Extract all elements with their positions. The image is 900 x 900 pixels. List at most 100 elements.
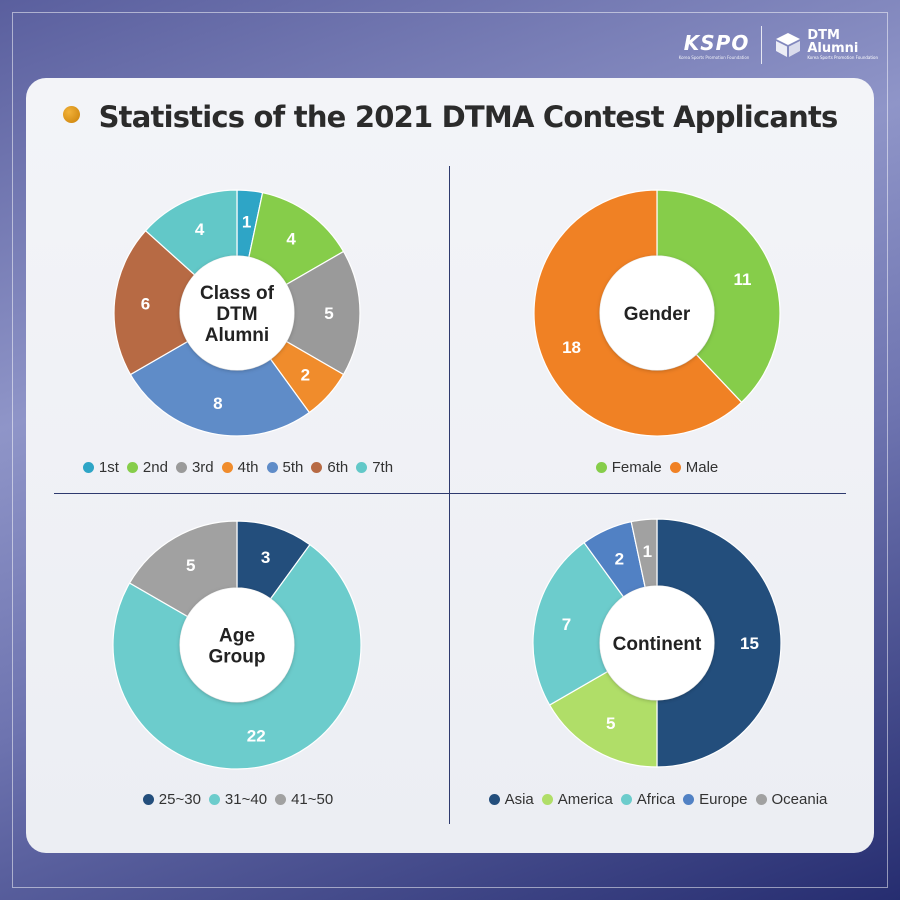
legend-item-6th: 6th	[311, 459, 348, 476]
legend-label: 7th	[372, 459, 394, 476]
legend-swatch	[669, 462, 681, 473]
donut-svg: 11 18 Gender	[533, 189, 781, 437]
donut-center	[180, 588, 294, 702]
donut-svg: 15 5 7 2 1 Continent	[532, 518, 782, 768]
center-title-line: Class of	[200, 283, 275, 304]
center-title-line: Alumni	[205, 325, 269, 346]
center-title-line: Group	[209, 647, 266, 668]
cube-icon	[776, 33, 801, 57]
data-label-3rd: 5	[324, 304, 333, 323]
data-label-5th: 8	[213, 394, 222, 413]
legend-swatch	[311, 462, 323, 473]
legend-swatch	[620, 794, 632, 805]
title-bullet-icon	[62, 105, 80, 123]
legend-item-31-40: 31~40	[208, 791, 268, 808]
data-label-31-40: 22	[247, 726, 266, 745]
title-row: Statistics of the 2021 DTMA Contest Appl…	[0, 100, 900, 134]
chart-gender: 11 18 Gender	[526, 182, 788, 444]
legend-label: Female	[611, 459, 662, 476]
center-title-line: DTM	[216, 304, 257, 325]
data-label-europe: 2	[615, 549, 624, 568]
legend: 25~30 31~40 41~50	[52, 791, 424, 808]
data-label-2nd: 4	[286, 230, 296, 249]
donut-center	[600, 586, 714, 700]
slice-female	[656, 189, 781, 404]
legend-item-oceania: Oceania	[755, 791, 828, 808]
chart-continent: 15 5 7 2 1 Continent	[525, 511, 789, 775]
legend-label: 25~30	[158, 791, 201, 808]
data-label-1st: 1	[242, 213, 251, 232]
center-title-line: Continent	[613, 634, 702, 655]
legend-item-4th: 4th	[221, 459, 259, 476]
legend-swatch	[683, 794, 695, 805]
dtm-logo-line2: Alumni	[807, 41, 859, 56]
legend-label: Asia	[504, 791, 534, 808]
chart-class: 1 4 5 2 8 6 4 Class of DTM Alumni	[106, 182, 368, 444]
legend-item-41-50: 41~50	[275, 791, 333, 808]
data-label-asia: 15	[740, 634, 759, 653]
legend-swatch	[755, 794, 767, 805]
legend-swatch	[82, 462, 94, 473]
legend-swatch	[356, 462, 368, 473]
donut-center	[180, 256, 294, 370]
logo-divider	[761, 26, 763, 64]
horizontal-divider	[54, 493, 846, 494]
dtm-logo-line1: DTM	[807, 28, 840, 43]
legend-swatch	[595, 462, 607, 473]
page-title: Statistics of the 2021 DTMA Contest Appl…	[98, 100, 839, 134]
legend-label: 6th	[327, 459, 349, 476]
data-label-7th: 4	[195, 220, 205, 239]
legend-label: 31~40	[224, 791, 268, 808]
legend-item-male: Male	[669, 459, 719, 476]
legend-label: Africa	[636, 791, 676, 808]
legend-swatch	[175, 462, 187, 473]
legend-item-5th: 5th	[266, 459, 304, 476]
kspo-logo: KSPO Korea Sports Promotion Foundation	[679, 31, 750, 60]
legend-item-female: Female	[595, 459, 662, 476]
legend-swatch	[221, 462, 233, 473]
data-label-4th: 2	[301, 366, 310, 385]
center-title-line: Gender	[624, 304, 691, 325]
legend-label: 5th	[282, 459, 304, 476]
dtm-logo-subtitle: Korea Sports Promotion Foundation	[807, 55, 878, 60]
legend-item-3rd: 3rd	[175, 459, 214, 476]
legend-swatch	[266, 462, 278, 473]
legend-swatch	[488, 794, 500, 805]
legend-item-1st: 1st	[82, 459, 119, 476]
kspo-logo-subtitle: Korea Sports Promotion Foundation	[678, 54, 750, 60]
logo-bar: KSPO Korea Sports Promotion Foundation D…	[679, 25, 878, 65]
vertical-divider	[449, 166, 450, 824]
legend-item-europe: Europe	[683, 791, 748, 808]
legend-item-2nd: 2nd	[126, 459, 168, 476]
legend-label: Oceania	[771, 791, 828, 808]
center-title-line: Age	[219, 626, 255, 647]
legend-item-25-30: 25~30	[142, 791, 201, 808]
legend: Female Male	[470, 459, 844, 476]
legend-label: 1st	[98, 459, 119, 476]
legend-item-7th: 7th	[356, 459, 393, 476]
legend-label: Europe	[699, 791, 748, 808]
legend: 1st 2nd 3rd 4th 5th 6th 7th	[52, 459, 424, 476]
legend-swatch	[142, 794, 154, 805]
data-label-6th: 6	[141, 294, 150, 313]
legend-label: America	[557, 791, 613, 808]
legend-item-america: America	[541, 791, 613, 808]
legend-swatch	[126, 462, 138, 473]
legend-label: Male	[685, 459, 719, 476]
donut-center	[600, 256, 714, 370]
data-label-africa: 7	[562, 615, 571, 634]
dtm-alumni-logo: DTM Alumni Korea Sports Promotion Founda…	[774, 29, 878, 61]
legend-item-africa: Africa	[620, 791, 676, 808]
data-label-41-50: 5	[186, 556, 195, 575]
legend-swatch	[208, 794, 220, 805]
legend-label: 3rd	[191, 459, 214, 476]
kspo-logo-text: KSPO	[683, 30, 750, 55]
legend-swatch	[541, 794, 553, 805]
legend: Asia America Africa Europe Oceania	[462, 791, 854, 808]
data-label-america: 5	[606, 714, 615, 733]
legend-swatch	[275, 794, 287, 805]
data-label-25-30: 3	[261, 548, 270, 567]
chart-age-group: 3 22 5 Age Group	[105, 513, 369, 777]
